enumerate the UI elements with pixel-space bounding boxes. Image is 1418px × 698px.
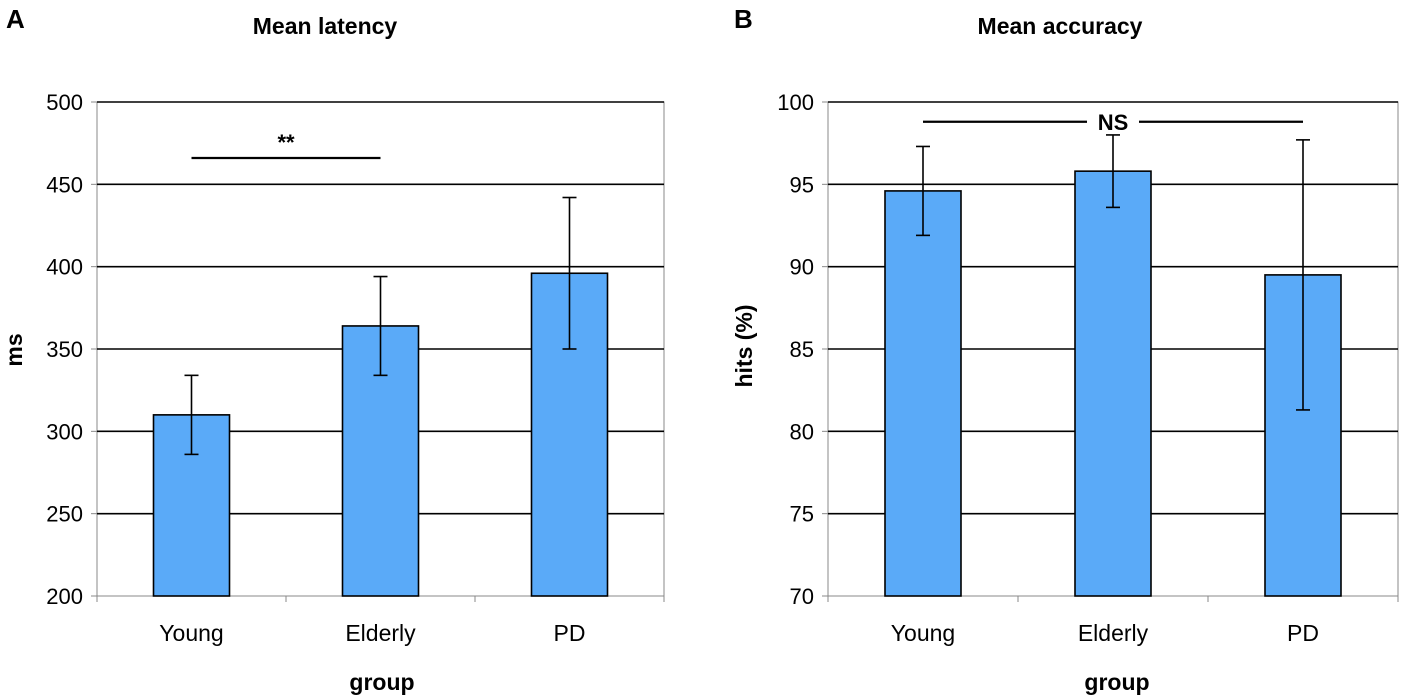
y-tick-label-b: 100 [777,90,814,115]
chart-marks-b: 70 75 80 85 90 95 100 Young Elderly PD NS [777,90,1399,646]
x-axis-label-a: group [349,669,414,695]
x-category-label-a: PD [554,620,586,646]
significance-label-b: NS [1098,110,1129,135]
x-category-label-b: Young [891,620,955,646]
panel-letter-a: A [6,4,25,34]
bar-a [530,272,609,597]
bar-b [1074,170,1152,597]
y-tick-label-b: 95 [790,172,814,197]
x-category-label-b: Elderly [1078,620,1149,646]
y-axis-label-b: hits (%) [731,304,757,387]
x-category-label-a: Young [159,620,223,646]
y-tick-label-b: 75 [790,502,814,527]
y-tick-label-b: 90 [790,255,814,280]
bar-b [884,190,962,597]
x-category-label-a: Elderly [345,620,416,646]
x-category-label-b: PD [1287,620,1319,646]
y-axis-label-a: ms [1,333,27,366]
y-tick-label-a: 250 [46,502,83,527]
chart-panel-a: A Mean latency ms group 200 250 300 350 400 4… [1,4,665,695]
chart-title-a: Mean latency [253,13,398,39]
y-tick-label-a: 200 [46,584,83,609]
chart-panel-b: B Mean accuracy hits (%) group 70 75 80 85 9… [731,4,1399,695]
y-tick-label-a: 300 [46,419,83,444]
y-tick-label-b: 70 [790,584,814,609]
y-tick-label-a: 400 [46,255,83,280]
significance-label-a: ** [277,130,295,155]
y-tick-label-a: 450 [46,172,83,197]
y-tick-label-a: 500 [46,90,83,115]
y-tick-label-b: 85 [790,337,814,362]
chart-marks-a: 200 250 300 350 400 450 500 Young Elderly PD ** [46,90,665,646]
x-axis-label-b: group [1084,669,1149,695]
y-tick-label-b: 80 [790,419,814,444]
panel-letter-b: B [734,4,753,34]
y-tick-label-a: 350 [46,337,83,362]
chart-title-b: Mean accuracy [978,13,1143,39]
